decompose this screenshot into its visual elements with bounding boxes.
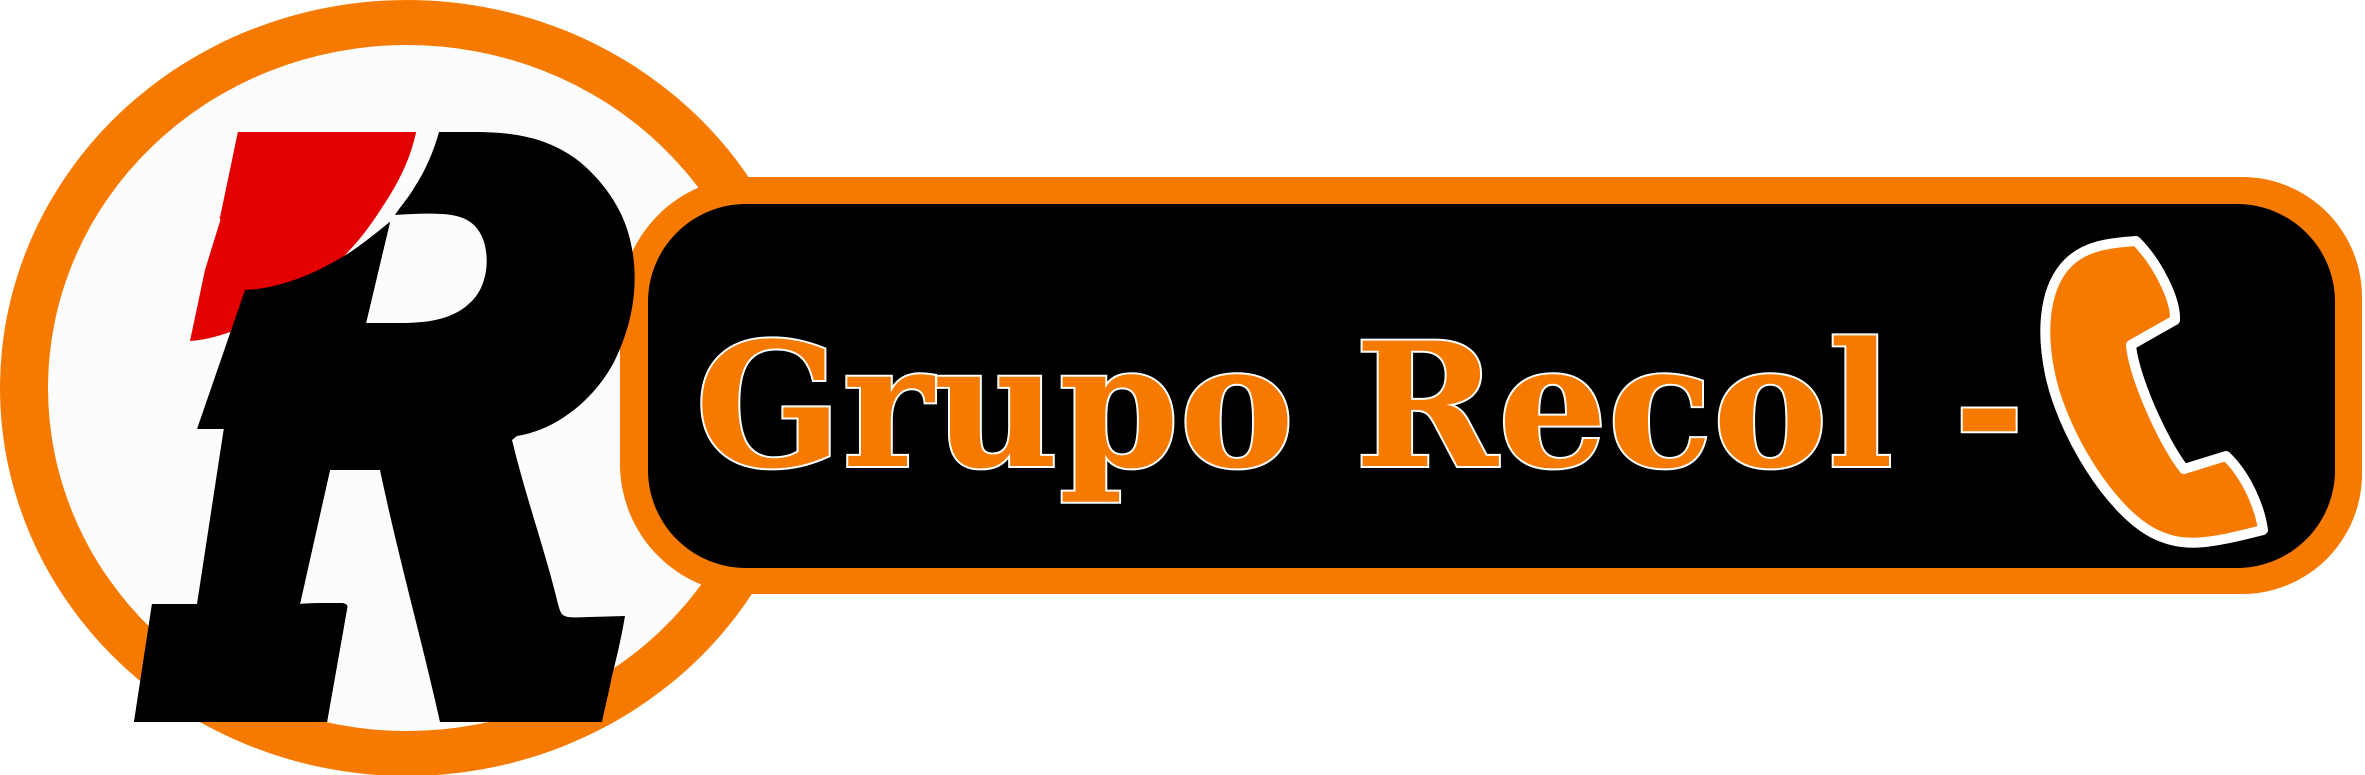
banner-inner-panel — [648, 204, 2335, 568]
phone-icon — [2040, 236, 2268, 548]
brand-name: Grupo Recol - — [695, 304, 2025, 507]
monogram-black-stem — [134, 222, 390, 722]
monogram-red-base — [218, 132, 416, 327]
